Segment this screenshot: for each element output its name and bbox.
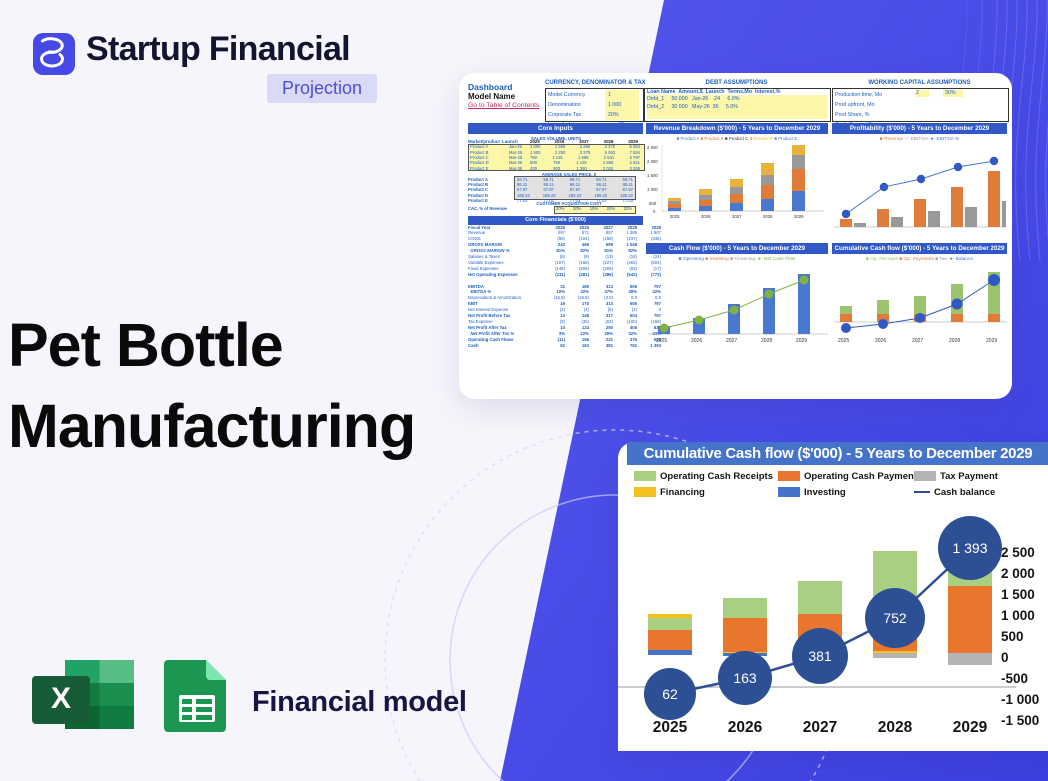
svg-text:1 000: 1 000 bbox=[647, 187, 658, 192]
svg-text:500: 500 bbox=[1001, 629, 1024, 644]
svg-text:752: 752 bbox=[883, 610, 907, 626]
svg-text:163: 163 bbox=[733, 670, 757, 686]
svg-text:2026: 2026 bbox=[728, 719, 763, 736]
svg-text:2 000: 2 000 bbox=[647, 159, 658, 164]
svg-text:2025: 2025 bbox=[653, 719, 688, 736]
svg-text:2028: 2028 bbox=[763, 214, 773, 219]
svg-text:1 000: 1 000 bbox=[1001, 608, 1035, 623]
svg-text:X: X bbox=[51, 682, 71, 715]
svg-text:1 393: 1 393 bbox=[952, 540, 987, 556]
svg-text:1 500: 1 500 bbox=[647, 173, 658, 178]
svg-text:2026: 2026 bbox=[875, 338, 886, 344]
svg-text:2025: 2025 bbox=[838, 338, 849, 344]
svg-text:2027: 2027 bbox=[912, 338, 923, 344]
svg-text:1 500: 1 500 bbox=[1001, 587, 1035, 602]
svg-text:2025: 2025 bbox=[670, 214, 680, 219]
svg-text:62: 62 bbox=[662, 686, 678, 702]
svg-text:2027: 2027 bbox=[803, 719, 837, 736]
svg-text:0: 0 bbox=[653, 209, 656, 214]
svg-text:2029: 2029 bbox=[796, 338, 807, 344]
svg-text:-500: -500 bbox=[1001, 671, 1028, 686]
svg-text:381: 381 bbox=[808, 648, 832, 664]
svg-text:0: 0 bbox=[1001, 650, 1009, 665]
svg-text:2 500: 2 500 bbox=[1001, 545, 1035, 560]
svg-text:2026: 2026 bbox=[701, 214, 711, 219]
svg-text:2029: 2029 bbox=[986, 338, 997, 344]
svg-text:500: 500 bbox=[649, 201, 657, 206]
svg-text:2029: 2029 bbox=[953, 719, 988, 736]
svg-text:2028: 2028 bbox=[761, 338, 772, 344]
svg-text:2028: 2028 bbox=[949, 338, 960, 344]
svg-text:2027: 2027 bbox=[726, 338, 737, 344]
svg-text:2 000: 2 000 bbox=[1001, 566, 1035, 581]
svg-text:2 500: 2 500 bbox=[647, 145, 658, 150]
svg-text:2025: 2025 bbox=[656, 338, 667, 344]
svg-text:2029: 2029 bbox=[794, 214, 804, 219]
svg-text:2028: 2028 bbox=[878, 719, 913, 736]
svg-text:-1 500: -1 500 bbox=[1001, 713, 1039, 728]
svg-text:-1 000: -1 000 bbox=[1001, 692, 1039, 707]
svg-text:2026: 2026 bbox=[691, 338, 702, 344]
svg-text:2027: 2027 bbox=[732, 214, 742, 219]
